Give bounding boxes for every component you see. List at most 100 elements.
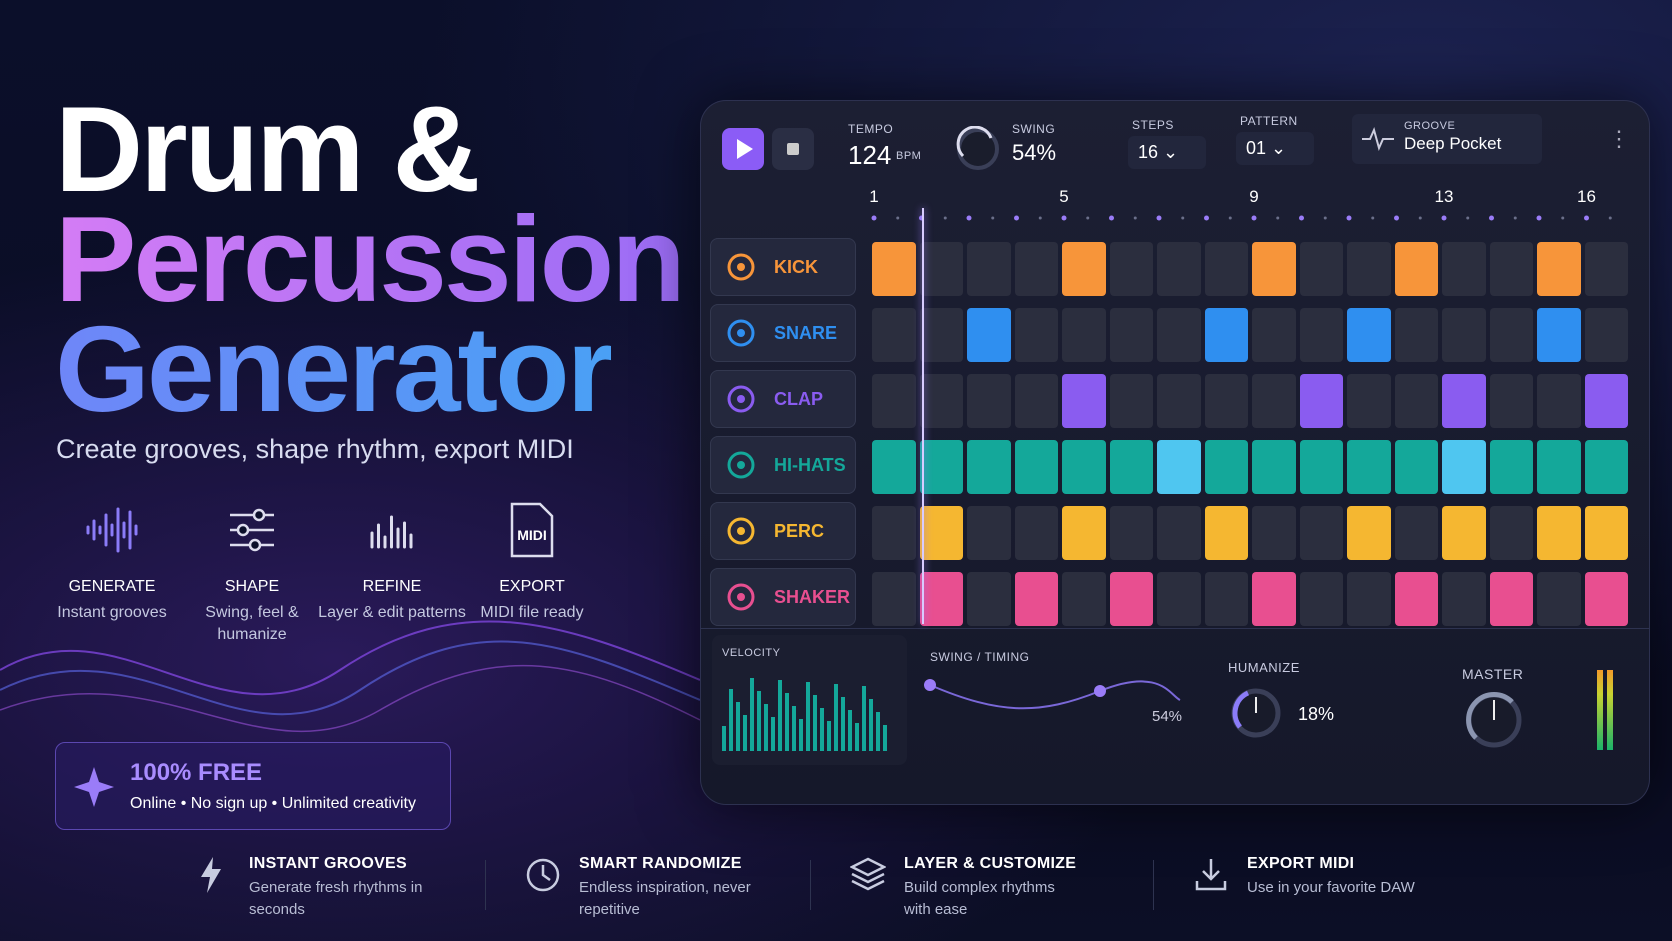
step-on[interactable] — [1014, 440, 1058, 494]
step-off[interactable] — [1157, 374, 1201, 428]
step-off[interactable] — [1299, 308, 1343, 362]
step-off[interactable] — [1157, 242, 1201, 296]
step-off[interactable] — [919, 308, 963, 362]
step-on[interactable] — [1109, 572, 1153, 626]
step-on[interactable] — [1537, 440, 1581, 494]
step-off[interactable] — [1204, 242, 1248, 296]
step-on[interactable] — [1204, 506, 1248, 560]
step-on[interactable] — [1252, 572, 1296, 626]
step-on[interactable] — [1394, 572, 1438, 626]
step-off[interactable] — [872, 572, 916, 626]
step-on[interactable] — [1157, 440, 1201, 494]
step-off[interactable] — [1537, 374, 1581, 428]
stop-button[interactable] — [772, 128, 814, 170]
step-on[interactable] — [1537, 308, 1581, 362]
humanize-knob[interactable] — [1228, 685, 1284, 741]
step-off[interactable] — [1347, 572, 1391, 626]
track-button[interactable]: CLAP — [710, 370, 856, 428]
step-off[interactable] — [1204, 374, 1248, 428]
step-on[interactable] — [1394, 440, 1438, 494]
track-button[interactable]: SHAKER — [710, 568, 856, 626]
step-on[interactable] — [1347, 506, 1391, 560]
step-on[interactable] — [1442, 440, 1486, 494]
step-on[interactable] — [1584, 440, 1628, 494]
step-on[interactable] — [1204, 440, 1248, 494]
step-off[interactable] — [1157, 308, 1201, 362]
step-off[interactable] — [1299, 572, 1343, 626]
step-on[interactable] — [1489, 440, 1533, 494]
step-on[interactable] — [1347, 308, 1391, 362]
step-off[interactable] — [1299, 242, 1343, 296]
step-off[interactable] — [1252, 374, 1296, 428]
track-button[interactable]: PERC — [710, 502, 856, 560]
step-on[interactable] — [1537, 506, 1581, 560]
step-off[interactable] — [1252, 308, 1296, 362]
step-on[interactable] — [1062, 242, 1106, 296]
step-off[interactable] — [1062, 572, 1106, 626]
step-on[interactable] — [1442, 506, 1486, 560]
step-on[interactable] — [1062, 440, 1106, 494]
step-off[interactable] — [1347, 242, 1391, 296]
step-on[interactable] — [1537, 242, 1581, 296]
track-button[interactable]: HI-HATS — [710, 436, 856, 494]
step-off[interactable] — [1394, 506, 1438, 560]
step-off[interactable] — [1109, 308, 1153, 362]
step-on[interactable] — [1584, 506, 1628, 560]
step-off[interactable] — [1252, 506, 1296, 560]
step-off[interactable] — [1014, 308, 1058, 362]
step-on[interactable] — [1299, 374, 1343, 428]
step-off[interactable] — [1157, 506, 1201, 560]
step-off[interactable] — [967, 374, 1011, 428]
step-off[interactable] — [1014, 506, 1058, 560]
step-on[interactable] — [1394, 242, 1438, 296]
step-off[interactable] — [1442, 572, 1486, 626]
step-on[interactable] — [1442, 374, 1486, 428]
step-off[interactable] — [1489, 374, 1533, 428]
step-on[interactable] — [919, 506, 963, 560]
step-on[interactable] — [1299, 440, 1343, 494]
step-on[interactable] — [967, 440, 1011, 494]
track-button[interactable]: KICK — [710, 238, 856, 296]
step-off[interactable] — [1442, 308, 1486, 362]
step-on[interactable] — [872, 440, 916, 494]
step-on[interactable] — [1489, 572, 1533, 626]
step-off[interactable] — [967, 506, 1011, 560]
step-on[interactable] — [1014, 572, 1058, 626]
step-off[interactable] — [1014, 374, 1058, 428]
step-off[interactable] — [1014, 242, 1058, 296]
step-off[interactable] — [1489, 506, 1533, 560]
step-on[interactable] — [1584, 572, 1628, 626]
step-off[interactable] — [1489, 242, 1533, 296]
step-off[interactable] — [872, 308, 916, 362]
step-on[interactable] — [872, 242, 916, 296]
menu-button[interactable]: ⋮ — [1608, 126, 1630, 151]
step-off[interactable] — [967, 572, 1011, 626]
step-on[interactable] — [1252, 440, 1296, 494]
step-off[interactable] — [1442, 242, 1486, 296]
step-on[interactable] — [1584, 374, 1628, 428]
step-off[interactable] — [1394, 308, 1438, 362]
step-on[interactable] — [1062, 506, 1106, 560]
step-off[interactable] — [1062, 308, 1106, 362]
play-button[interactable] — [722, 128, 764, 170]
step-off[interactable] — [1204, 572, 1248, 626]
step-off[interactable] — [1394, 374, 1438, 428]
step-on[interactable] — [1347, 440, 1391, 494]
step-off[interactable] — [967, 242, 1011, 296]
steps-select[interactable]: 16 ⌄ — [1128, 136, 1206, 169]
step-off[interactable] — [919, 242, 963, 296]
step-off[interactable] — [1347, 374, 1391, 428]
swing-knob[interactable] — [955, 126, 1001, 172]
track-button[interactable]: SNARE — [710, 304, 856, 362]
pattern-select[interactable]: 01 ⌄ — [1236, 132, 1314, 165]
step-off[interactable] — [872, 506, 916, 560]
step-off[interactable] — [1109, 506, 1153, 560]
step-off[interactable] — [1584, 308, 1628, 362]
step-off[interactable] — [1489, 308, 1533, 362]
step-off[interactable] — [1299, 506, 1343, 560]
step-on[interactable] — [1252, 242, 1296, 296]
step-off[interactable] — [872, 374, 916, 428]
master-knob[interactable] — [1462, 688, 1526, 752]
step-off[interactable] — [1584, 242, 1628, 296]
step-off[interactable] — [919, 374, 963, 428]
